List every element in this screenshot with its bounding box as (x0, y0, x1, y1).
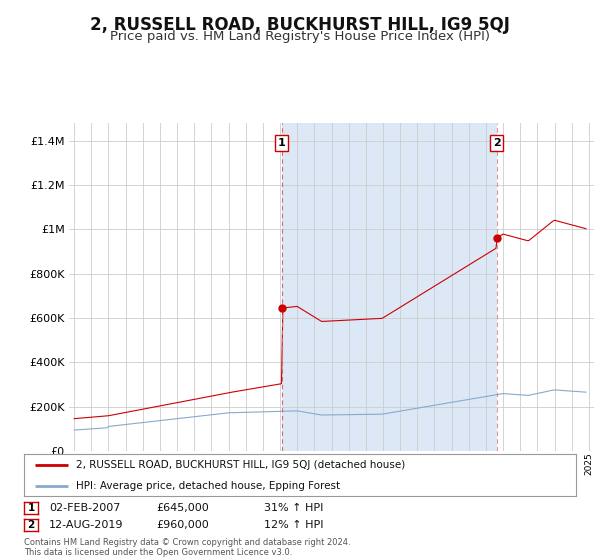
Text: 2: 2 (28, 520, 35, 530)
Text: £645,000: £645,000 (156, 503, 209, 512)
Text: 02-FEB-2007: 02-FEB-2007 (49, 503, 121, 512)
Text: Contains HM Land Registry data © Crown copyright and database right 2024.
This d: Contains HM Land Registry data © Crown c… (24, 538, 350, 557)
Text: 1: 1 (28, 503, 35, 512)
Text: 12% ↑ HPI: 12% ↑ HPI (264, 520, 323, 530)
Text: £960,000: £960,000 (156, 520, 209, 530)
Text: 2: 2 (493, 138, 500, 148)
Text: 1: 1 (278, 138, 286, 148)
Text: 2, RUSSELL ROAD, BUCKHURST HILL, IG9 5QJ (detached house): 2, RUSSELL ROAD, BUCKHURST HILL, IG9 5QJ… (76, 460, 406, 470)
Bar (281, 123, 497, 451)
Text: 2, RUSSELL ROAD, BUCKHURST HILL, IG9 5QJ: 2, RUSSELL ROAD, BUCKHURST HILL, IG9 5QJ (90, 16, 510, 34)
Text: 12-AUG-2019: 12-AUG-2019 (49, 520, 124, 530)
Text: HPI: Average price, detached house, Epping Forest: HPI: Average price, detached house, Eppi… (76, 482, 341, 491)
Text: Price paid vs. HM Land Registry's House Price Index (HPI): Price paid vs. HM Land Registry's House … (110, 30, 490, 43)
Text: 31% ↑ HPI: 31% ↑ HPI (264, 503, 323, 512)
